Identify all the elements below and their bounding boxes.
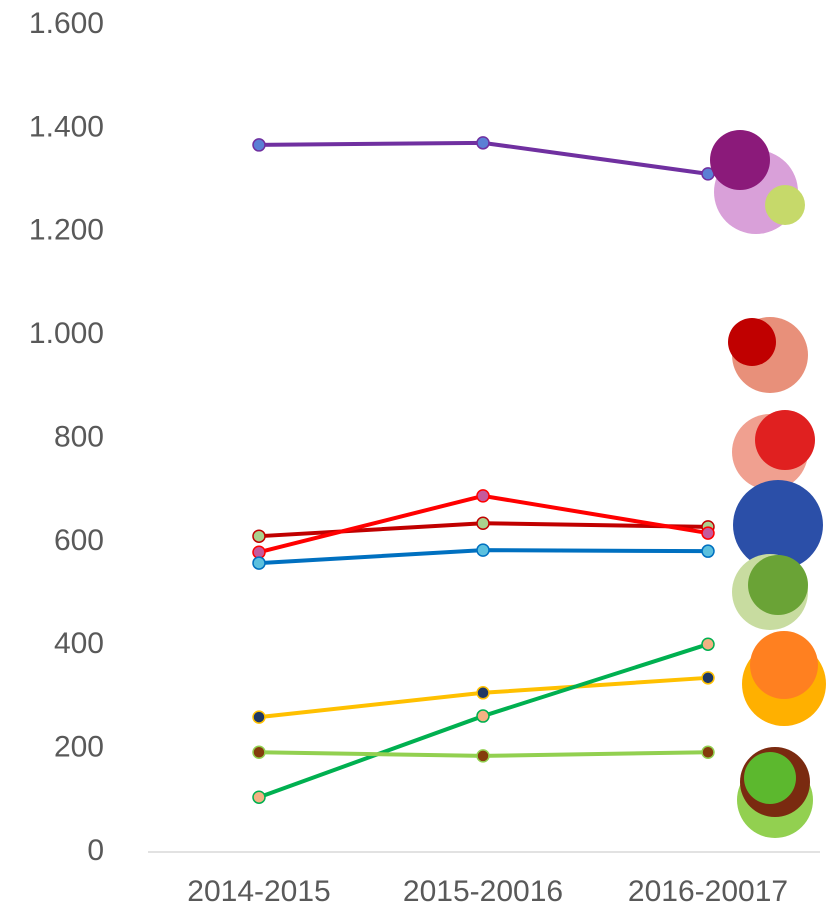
point-marker bbox=[476, 516, 490, 531]
point-marker bbox=[252, 790, 266, 804]
point-marker bbox=[701, 671, 715, 685]
point-marker bbox=[701, 544, 715, 558]
y-tick-label: 1.200 bbox=[29, 214, 104, 247]
point-marker bbox=[476, 489, 490, 503]
avocado-icon bbox=[748, 555, 808, 615]
y-tick-label: 0 bbox=[87, 834, 104, 867]
point-marker bbox=[476, 709, 490, 723]
point-marker bbox=[252, 138, 266, 152]
point-marker bbox=[476, 686, 490, 700]
grape-icon bbox=[710, 130, 770, 190]
plot: 0 200 400 600 800 1.000 1.200 1.400 1.600 2014-20… bbox=[29, 7, 820, 908]
kiwi-icon bbox=[744, 752, 796, 804]
blueberry-icon bbox=[733, 480, 823, 570]
point-marker bbox=[252, 710, 266, 724]
y-tick-label: 800 bbox=[54, 420, 104, 453]
fruit-decorations bbox=[710, 130, 826, 838]
point-marker bbox=[701, 526, 715, 540]
point-marker bbox=[476, 136, 490, 150]
grape-icon bbox=[765, 185, 805, 225]
y-tick-label: 1.000 bbox=[29, 317, 104, 350]
y-tick-label: 200 bbox=[54, 731, 104, 764]
orange-icon bbox=[750, 631, 818, 699]
y-tick-label: 600 bbox=[54, 524, 104, 557]
point-marker bbox=[476, 543, 490, 557]
point-marker bbox=[476, 749, 490, 763]
y-tick-label: 1.400 bbox=[29, 110, 104, 143]
point-marker bbox=[701, 745, 715, 759]
x-tick-label: 2016-20017 bbox=[628, 875, 788, 908]
point-marker bbox=[252, 529, 266, 543]
point-marker bbox=[252, 745, 266, 759]
y-tick-label: 400 bbox=[54, 627, 104, 660]
x-tick-label: 2014-2015 bbox=[187, 875, 330, 908]
y-tick-label: 1.600 bbox=[29, 7, 104, 40]
x-tick-label: 2015-20016 bbox=[403, 875, 563, 908]
cherry-icon bbox=[728, 318, 776, 366]
point-marker bbox=[252, 556, 266, 570]
point-marker bbox=[701, 637, 715, 651]
apple-icon bbox=[755, 410, 815, 470]
